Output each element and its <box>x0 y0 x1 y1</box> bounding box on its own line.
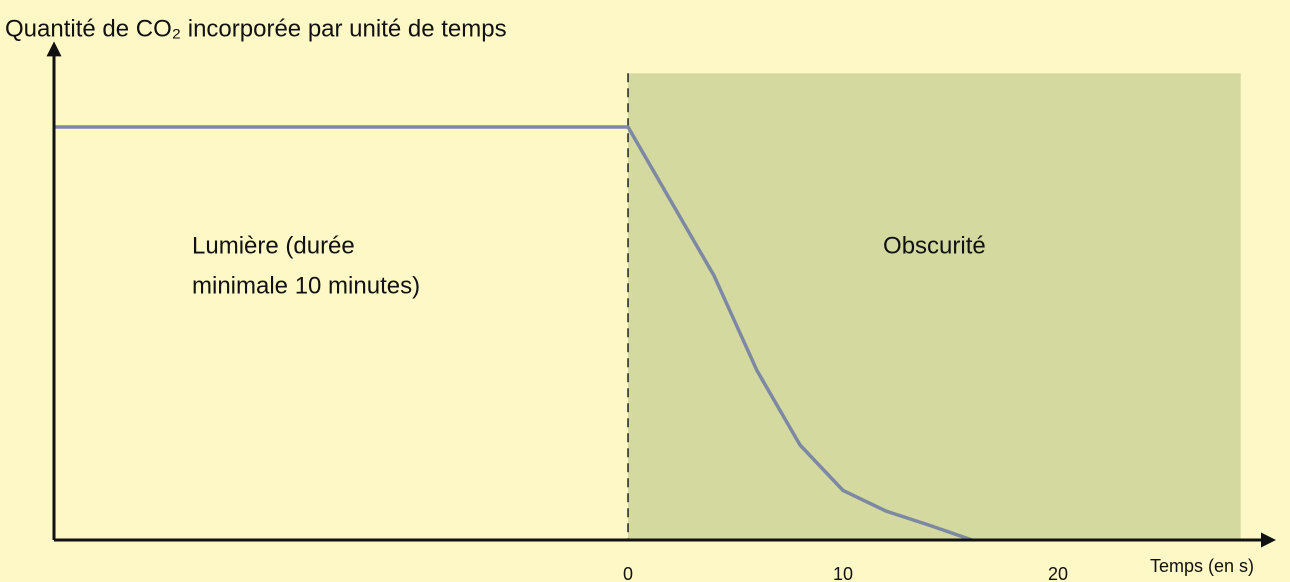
region-label: Lumière (durée <box>192 232 355 259</box>
x-axis-label: Temps (en s) <box>1150 556 1254 576</box>
chart-title: Quantité de CO₂ incorporée par unité de … <box>5 15 507 42</box>
region-label: minimale 10 minutes) <box>192 272 420 299</box>
x-tick-label: 10 <box>833 564 853 582</box>
regions: Lumière (durée minimale 10 minutes) Obscur… <box>54 73 1241 540</box>
plot: 0 10 20 <box>46 41 1276 582</box>
data-line <box>54 125 973 542</box>
x-tick-label: 0 <box>623 564 633 582</box>
region-label: Obscurité <box>883 232 986 259</box>
region <box>628 73 1241 540</box>
x-tick-label: 20 <box>1048 564 1068 582</box>
region <box>54 73 629 540</box>
